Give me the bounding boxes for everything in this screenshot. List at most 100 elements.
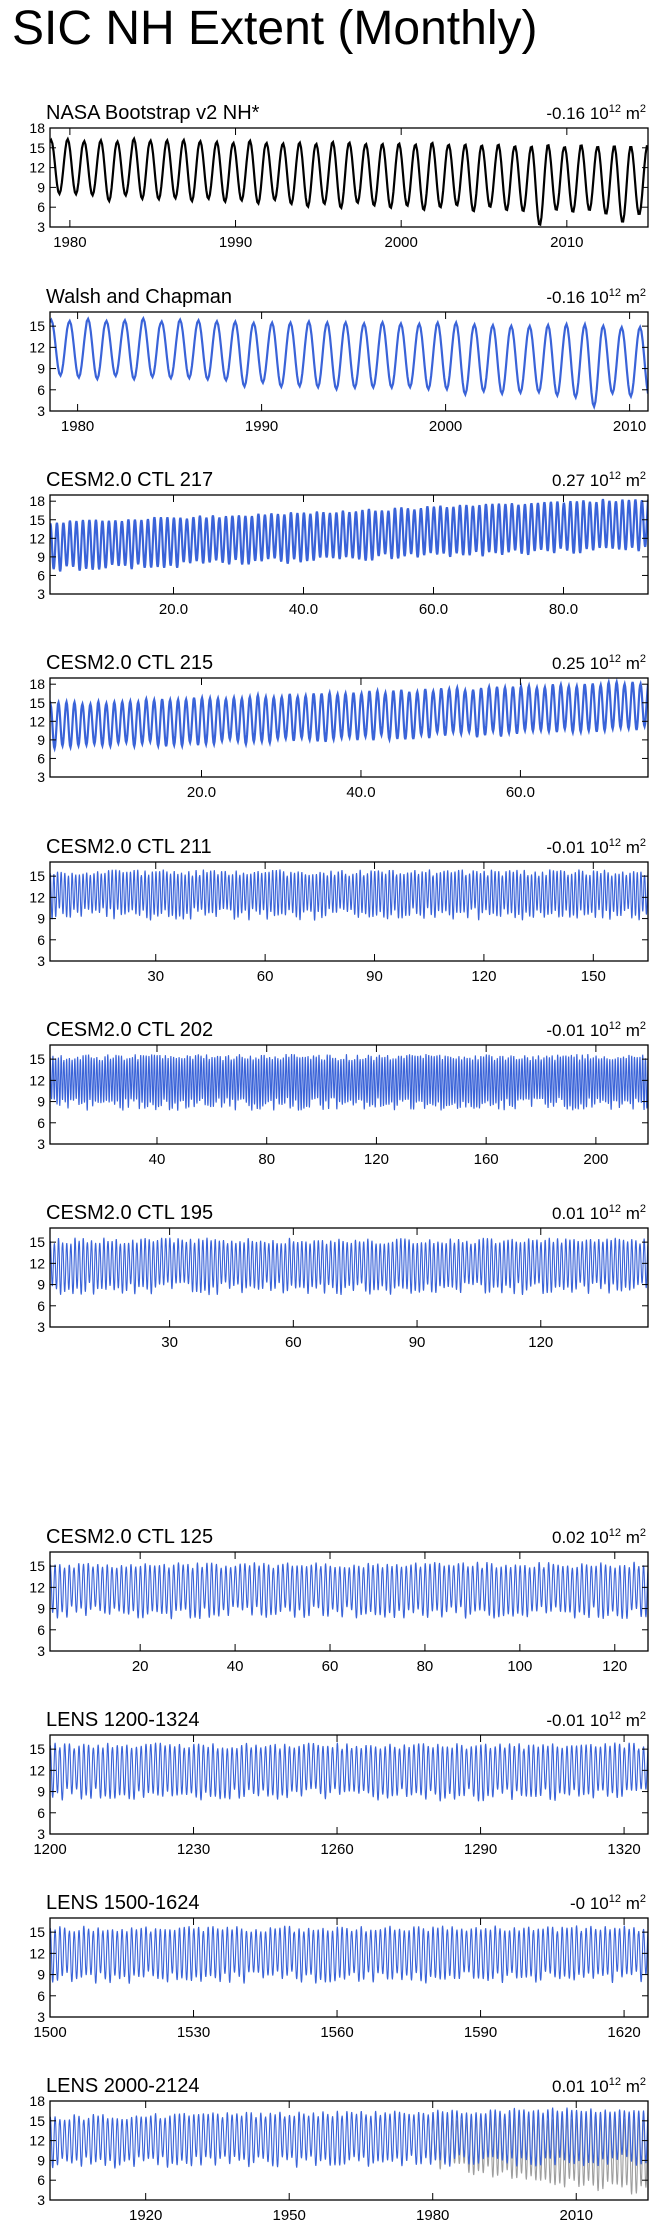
x-tick-label: 30 [161,1334,178,1351]
x-tick-label: 100 [507,1658,532,1675]
y-tick-label: 12 [29,889,45,905]
x-tick-label: 60 [257,968,274,985]
y-tick-label: 3 [37,1136,45,1152]
series-line-1 [50,1742,648,1802]
y-tick-label: 12 [29,713,45,729]
trend-label: -0.16 1012 m2 [546,103,646,123]
x-tick-label: 1230 [177,1841,210,1858]
y-tick-label: 12 [29,1579,45,1595]
x-tick-label: 120 [364,1151,389,1168]
trend-label: 0.02 1012 m2 [552,1527,646,1547]
chart-panel-1: NASA Bootstrap v2 NH* -0.16 1012 m2369121… [29,102,649,251]
x-tick-label: 120 [602,1658,627,1675]
x-tick-label: 1920 [129,2207,162,2222]
x-tick-label: 1200 [33,1841,66,1858]
x-tick-label: 90 [409,1334,426,1351]
y-tick-label: 6 [37,1805,45,1821]
chart-title: LENS 1500-1624 [46,1892,199,1914]
trend-unit-exponent: 2 [640,103,646,115]
series-line-1 [50,498,648,572]
trend-unit-exponent: 2 [640,1020,646,1032]
trend-unit: m [621,654,640,673]
trend-label: 0.27 1012 m2 [552,470,646,490]
plot-frame [49,1734,649,1835]
y-tick-label: 15 [29,695,45,711]
trend-value: 0.01 10 [552,2077,609,2096]
y-tick-label: 12 [29,160,45,176]
x-tick-label: 2010 [560,2207,593,2222]
trend-unit: m [621,1894,640,1913]
x-tick-label: 1620 [607,2024,640,2041]
series-line-1 [50,869,648,921]
trend-unit: m [621,2077,640,2096]
x-tick-label: 1320 [607,1841,640,1858]
trend-label: -0 1012 m2 [570,1893,646,1913]
x-tick-label: 40 [227,1658,244,1675]
x-tick-label: 30 [147,968,164,985]
y-tick-label: 15 [29,1051,45,1067]
trend-value: -0.01 10 [546,1021,608,1040]
x-tick-label: 1560 [320,2024,353,2041]
x-tick-label: 120 [528,1334,553,1351]
y-tick-label: 6 [37,750,45,766]
y-tick-label: 3 [37,953,45,969]
plot-frame [49,2100,649,2201]
y-tick-label: 12 [29,1072,45,1088]
trend-value: 0.25 10 [552,654,609,673]
chart-title: CESM2.0 CTL 215 [46,652,213,674]
x-tick-label: 1260 [320,1841,353,1858]
series-line-1 [50,1053,648,1111]
y-tick-label: 6 [37,1622,45,1638]
y-tick-label: 12 [29,1945,45,1961]
chart-title: Walsh and Chapman [46,286,232,308]
x-tick-label: 2010 [613,418,646,435]
y-tick-label: 6 [37,1988,45,2004]
y-tick-label: 12 [29,530,45,546]
x-tick-label: 80 [258,1151,275,1168]
series-line-1 [50,678,648,753]
chart-title: LENS 1200-1324 [46,1709,199,1731]
y-tick-label: 3 [37,586,45,602]
y-tick-label: 15 [29,512,45,528]
x-tick-label: 60.0 [506,784,535,801]
y-tick-label: 6 [37,1115,45,1131]
chart-title: CESM2.0 CTL 202 [46,1019,213,1041]
y-tick-label: 3 [37,1319,45,1335]
trend-unit: m [621,1528,640,1547]
x-tick-label: 40.0 [289,601,318,618]
trend-unit-exponent: 2 [640,1710,646,1722]
trend-label: -0.01 1012 m2 [546,1710,646,1730]
y-tick-label: 9 [37,2152,45,2168]
trend-unit-exponent: 2 [640,1893,646,1905]
trend-label: -0.16 1012 m2 [546,287,646,307]
trend-exponent: 12 [609,103,621,115]
chart-title: CESM2.0 CTL 125 [46,1526,213,1548]
chart-panel-2: Walsh and Chapman -0.16 1012 m23691215198… [29,286,649,435]
trend-value: 0.27 10 [552,471,609,490]
y-tick-label: 15 [29,140,45,156]
trend-unit-exponent: 2 [640,1203,646,1215]
y-tick-label: 18 [29,120,45,136]
chart-title: LENS 2000-2124 [46,2075,199,2097]
plot-frame [49,861,649,962]
trend-unit-exponent: 2 [640,653,646,665]
chart-panel-4: CESM2.0 CTL 215 0.25 1012 m236912151820.0… [29,652,649,801]
page-title: SIC NH Extent (Monthly) [12,2,538,55]
trend-label: 0.01 1012 m2 [552,2076,646,2096]
y-tick-label: 9 [37,732,45,748]
trend-exponent: 12 [609,1203,621,1215]
y-tick-label: 3 [37,1826,45,1842]
x-tick-label: 20.0 [159,601,188,618]
y-tick-label: 9 [37,549,45,565]
y-tick-label: 9 [37,179,45,195]
x-tick-label: 60 [322,1658,339,1675]
y-tick-label: 3 [37,219,45,235]
x-tick-label: 1500 [33,2024,66,2041]
trend-unit-exponent: 2 [640,470,646,482]
trend-exponent: 12 [609,2076,621,2088]
trend-exponent: 12 [609,837,621,849]
plot-frame [49,1551,649,1652]
